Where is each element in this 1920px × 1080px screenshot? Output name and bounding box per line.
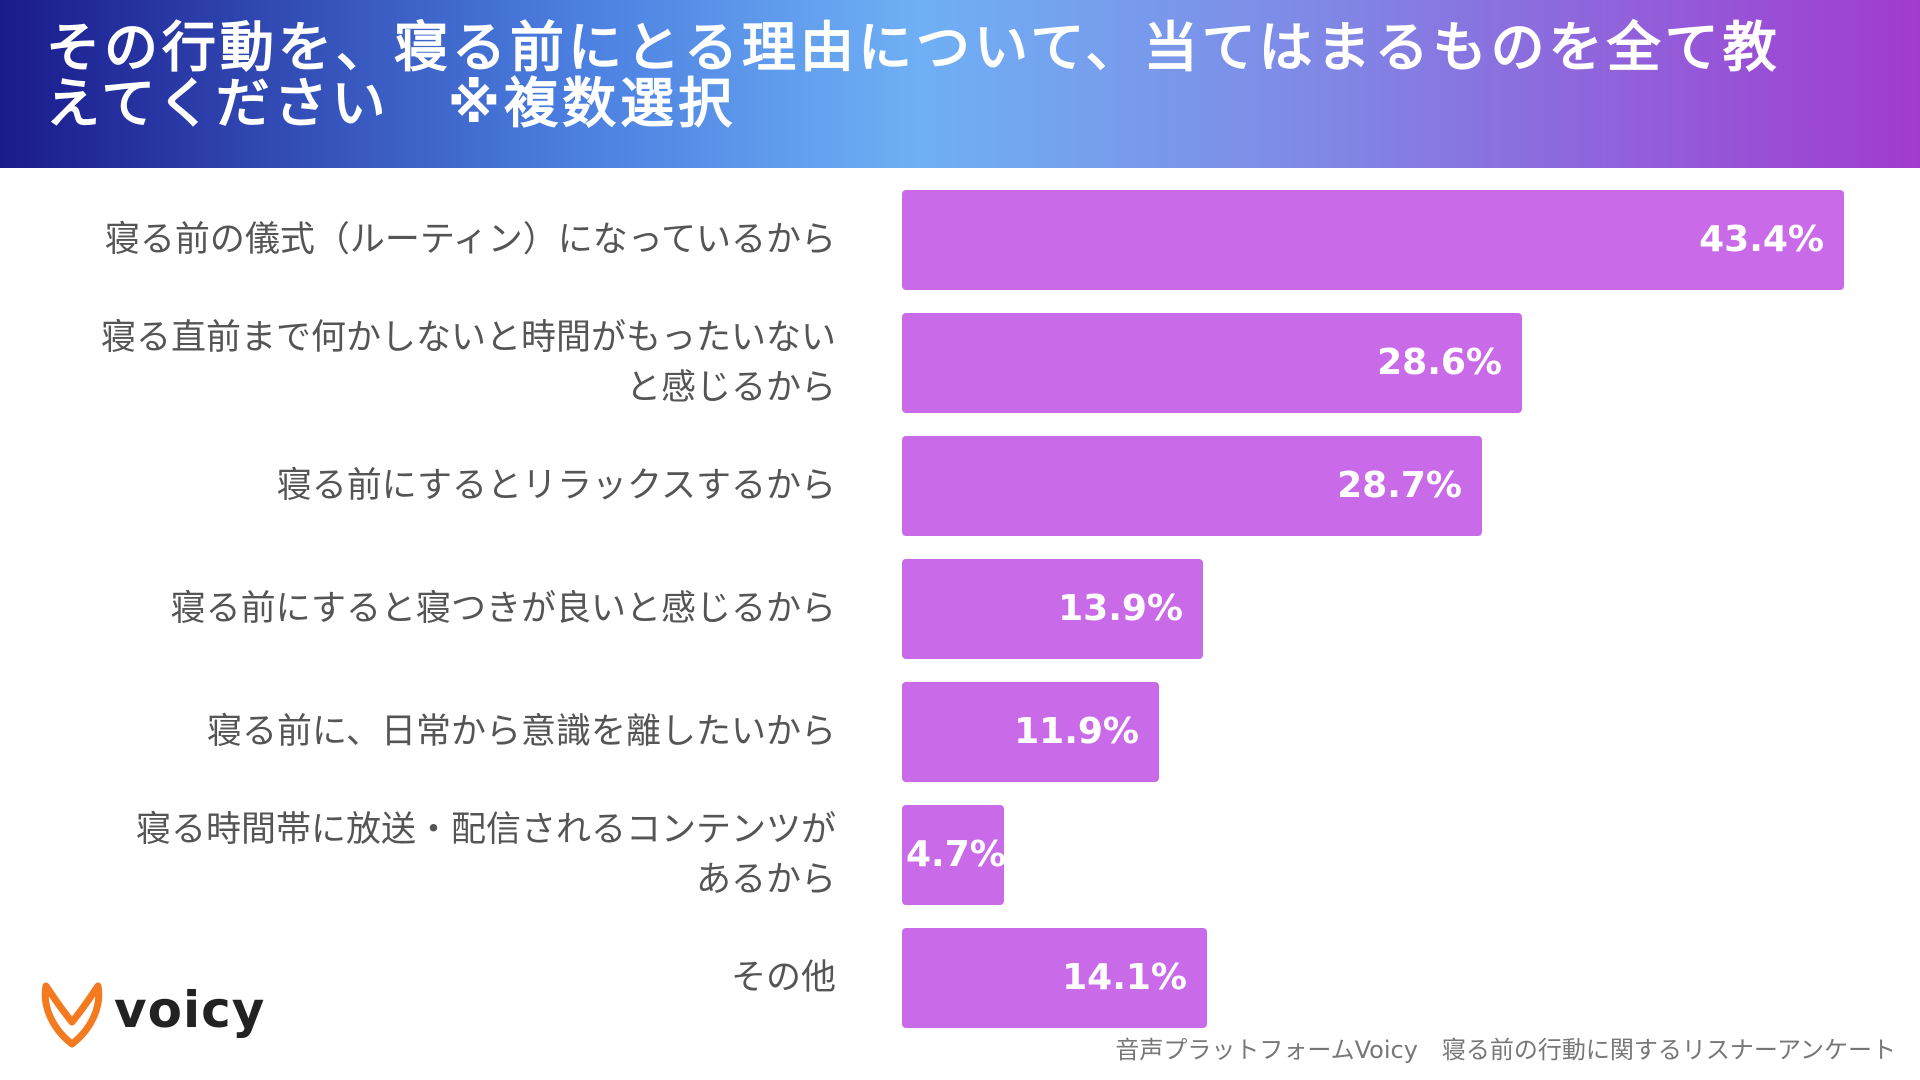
bar — [902, 436, 1482, 536]
data-label: 43.4% — [1699, 219, 1824, 260]
data-label: 14.1% — [1062, 957, 1187, 998]
bar — [902, 805, 1004, 905]
data-label: 13.9% — [1058, 588, 1183, 629]
category-label: 寝る前にすると寝つきが良いと感じるから — [170, 589, 836, 629]
horizontal-bar-chart: 寝る前の儀式（ルーティン）になっているから 43.4% 寝る直前まで何かしないと時間… — [0, 168, 1920, 1080]
voicy-logo: voicy — [40, 978, 264, 1048]
category-label: 寝る時間帯に放送・配信されるコンテンツが あるから — [135, 810, 836, 900]
voicy-v-logo-icon — [41, 982, 103, 1048]
bar — [902, 559, 1203, 659]
source-note: 音声プラットフォームVoicy 寝る前の行動に関するリスナーアンケート — [1115, 1036, 1896, 1064]
data-label: 28.7% — [1337, 465, 1462, 506]
bar — [902, 928, 1207, 1028]
logo-wordmark: voicy — [114, 981, 266, 1039]
page-title: その行動を、寝る前にとる理由について、当てはまるものを全て教 えてください ※複… — [46, 16, 1781, 135]
category-label: 寝る前の儀式（ルーティン）になっているから — [104, 220, 836, 260]
data-label: 11.9% — [1014, 711, 1139, 752]
bar — [902, 190, 1844, 290]
bar — [902, 682, 1159, 782]
category-label: その他 — [730, 958, 836, 998]
data-label: 4.7% — [906, 834, 1006, 875]
category-label: 寝る直前まで何かしないと時間がもったいない と感じるから — [100, 318, 836, 408]
category-label: 寝る前にするとリラックスするから — [276, 466, 836, 506]
category-label: 寝る前に、日常から意識を離したいから — [207, 712, 836, 752]
bar — [902, 313, 1522, 413]
data-label: 28.6% — [1377, 342, 1502, 383]
header-banner: その行動を、寝る前にとる理由について、当てはまるものを全て教 えてください ※複… — [0, 0, 1920, 168]
